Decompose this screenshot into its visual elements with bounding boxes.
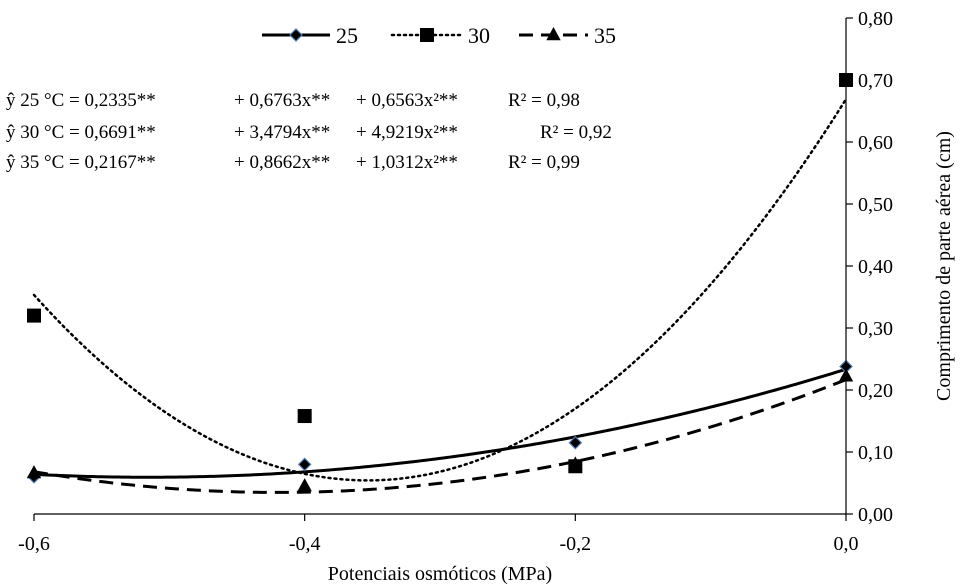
- point-35-2: [568, 456, 583, 470]
- equation-2-part-1: ŷ 30 °C = 0,6691**: [6, 122, 156, 143]
- x-ticks: -0,6 -0,4 -0,2 0,0: [18, 514, 859, 555]
- point-30-1: [297, 409, 312, 424]
- x-tick-label: -0,2: [559, 533, 591, 555]
- equation-1-part-2: + 0,6763x**: [234, 90, 330, 111]
- x-tick-label: -0,4: [289, 533, 321, 555]
- y-tick-label: 0,40: [858, 256, 893, 278]
- y-tick-label: 0,70: [858, 70, 893, 92]
- equation-3-part-1: ŷ 35 °C = 0,2167**: [6, 152, 156, 173]
- x-tick-label: 0,0: [834, 533, 859, 555]
- equation-1-part-4: R² = 0,98: [508, 90, 580, 111]
- y-tick-label: 0,30: [858, 318, 893, 340]
- curve-35: [33, 378, 847, 494]
- equation-1-part-3: + 0,6563x²**: [356, 90, 458, 111]
- legend-label-25: 25: [336, 23, 358, 48]
- y-axis-title: Comprimento de parte aérea (cm): [933, 131, 955, 401]
- x-axis-title: Potenciais osmóticos (MPa): [328, 563, 552, 585]
- x-tick-label: -0,6: [18, 533, 50, 555]
- point-25-2: [568, 435, 583, 450]
- point-30-0: [27, 308, 41, 323]
- equation-3-part-3: + 1,0312x²**: [356, 152, 458, 173]
- y-tick-label: 0,50: [858, 194, 893, 216]
- regression-equations: ŷ 25 °C = 0,2335** + 0,6763x** + 0,6563x²*…: [6, 90, 612, 173]
- y-tick-label: 0,20: [858, 380, 893, 402]
- curve-30: [32, 97, 848, 482]
- trend-curves: [32, 97, 848, 494]
- equation-2-part-3: + 4,9219x²**: [356, 122, 458, 143]
- point-35-0: [26, 465, 42, 479]
- legend: 25 30 35: [262, 23, 616, 48]
- equation-2-part-4: R² = 0,92: [540, 122, 612, 143]
- y-tick-label: 0,00: [858, 504, 893, 526]
- legend-label-35: 35: [594, 23, 616, 48]
- legend-marker-30: [420, 28, 434, 42]
- y-tick-label: 0,10: [858, 442, 893, 464]
- point-35-1: [297, 478, 312, 492]
- equation-3-part-4: R² = 0,99: [508, 152, 580, 173]
- y-ticks: 0,00 0,10 0,20 0,30 0,40 0,50 0,60 0,70 0,80: [846, 8, 893, 526]
- curve-25: [33, 367, 847, 479]
- point-25-1: [297, 457, 312, 472]
- equation-3-part-2: + 0,8662x**: [234, 152, 330, 173]
- data-points: [26, 73, 854, 492]
- legend-marker-35: [546, 27, 561, 41]
- legend-marker-25: [289, 28, 303, 42]
- legend-label-30: 30: [468, 23, 490, 48]
- y-tick-label: 0,60: [858, 132, 893, 154]
- equation-2-part-2: + 3,4794x**: [234, 122, 330, 143]
- equation-1-part-1: ŷ 25 °C = 0,2335**: [6, 90, 156, 111]
- y-tick-label: 0,80: [858, 8, 893, 30]
